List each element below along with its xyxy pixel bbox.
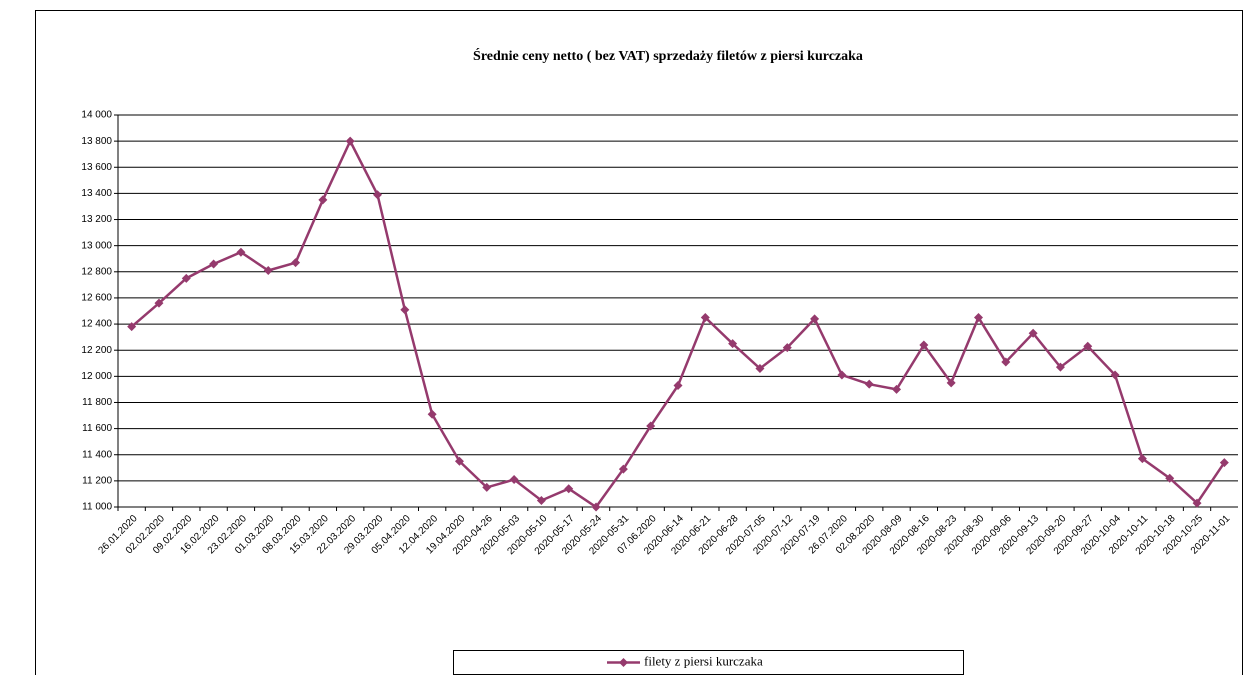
point-marker (782, 343, 792, 353)
point-marker (1055, 362, 1065, 372)
y-tick-label: 12 200 (81, 345, 112, 356)
y-tick-label: 12 800 (81, 266, 112, 277)
point-marker (291, 258, 301, 268)
point-marker (318, 195, 328, 205)
y-tick-label: 13 200 (81, 214, 112, 225)
point-marker (1083, 341, 1093, 351)
point-marker (373, 190, 383, 200)
point-marker (892, 384, 902, 394)
y-tick-label: 12 000 (81, 371, 112, 382)
point-marker (1110, 370, 1120, 380)
chart-title: Średnie ceny netto ( bez VAT) sprzedaży … (473, 47, 863, 64)
point-marker (1192, 498, 1202, 508)
legend-marker (619, 658, 628, 667)
point-marker (1028, 328, 1038, 338)
point-marker (837, 370, 847, 380)
y-tick-label: 13 800 (81, 136, 112, 147)
point-marker (1165, 473, 1175, 483)
point-marker (236, 247, 246, 257)
point-marker (700, 313, 710, 323)
y-tick-label: 12 400 (81, 319, 112, 330)
y-tick-label: 11 800 (82, 397, 112, 408)
point-marker (946, 378, 956, 388)
point-marker (973, 313, 983, 323)
point-marker (127, 322, 137, 332)
y-tick-label: 11 000 (82, 502, 112, 513)
y-tick-label: 12 600 (81, 293, 112, 304)
point-marker (400, 305, 410, 315)
y-tick-label: 11 200 (82, 476, 112, 487)
point-marker (755, 363, 765, 373)
legend-box (453, 650, 964, 675)
point-marker (209, 259, 219, 269)
point-marker (728, 339, 738, 349)
point-marker (345, 136, 355, 146)
point-marker (536, 495, 546, 505)
point-marker (1137, 454, 1147, 464)
point-marker (1219, 458, 1229, 468)
point-marker (618, 464, 628, 474)
chart-frame (35, 10, 1243, 675)
point-marker (454, 456, 464, 466)
point-marker (810, 314, 820, 324)
legend-label: filety z piersi kurczaka (644, 653, 763, 668)
point-marker (427, 409, 437, 419)
point-marker (482, 482, 492, 492)
point-marker (673, 380, 683, 390)
point-marker (864, 379, 874, 389)
y-tick-label: 13 600 (81, 162, 112, 173)
y-tick-label: 11 600 (82, 423, 112, 434)
y-tick-label: 13 400 (81, 188, 112, 199)
point-marker (591, 502, 601, 512)
point-marker (154, 298, 164, 308)
point-marker (919, 340, 929, 350)
y-tick-label: 14 000 (81, 110, 112, 121)
y-tick-label: 11 400 (82, 449, 112, 460)
point-marker (181, 273, 191, 283)
point-marker (564, 484, 574, 494)
point-marker (646, 421, 656, 431)
y-tick-label: 13 000 (81, 240, 112, 251)
point-marker (509, 475, 519, 485)
point-marker (263, 265, 273, 275)
point-marker (1001, 357, 1011, 367)
